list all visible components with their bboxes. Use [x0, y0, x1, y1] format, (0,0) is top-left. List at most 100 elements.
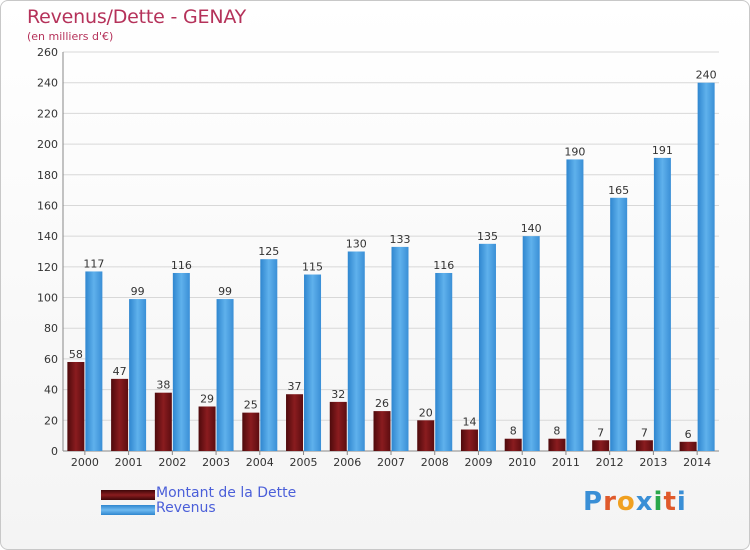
- bar-dette: [635, 440, 653, 451]
- data-label: 190: [564, 145, 585, 158]
- x-tick-label: 2004: [246, 456, 274, 469]
- x-tick-label: 2002: [158, 456, 186, 469]
- bar-revenus: [172, 272, 190, 451]
- data-label: 130: [346, 238, 367, 251]
- legend-swatch-dette: [101, 490, 155, 500]
- data-label: 115: [302, 261, 323, 274]
- data-label: 8: [510, 425, 517, 438]
- data-label: 191: [652, 144, 673, 157]
- data-label: 140: [521, 222, 542, 235]
- bar-dette: [373, 411, 391, 451]
- chart-title: Revenus/Dette - GENAY: [27, 6, 247, 28]
- y-tick-label: 80: [44, 322, 58, 335]
- data-label: 25: [244, 399, 258, 412]
- bar-revenus: [697, 82, 715, 451]
- bar-revenus: [129, 299, 147, 451]
- y-tick-label: 20: [44, 414, 58, 427]
- bar-revenus: [566, 159, 584, 451]
- bar-revenus: [610, 197, 628, 451]
- x-tick-label: 2007: [377, 456, 405, 469]
- bar-dette: [111, 378, 129, 451]
- y-tick-label: 120: [37, 261, 58, 274]
- x-tick-label: 2011: [552, 456, 580, 469]
- legend-label-dette: Montant de la Dette: [156, 485, 297, 501]
- bar-dette: [286, 394, 304, 451]
- logo-letter: o: [616, 487, 636, 517]
- bar-dette: [329, 401, 347, 451]
- bar-dette: [417, 420, 435, 451]
- legend-swatch-revenus: [101, 505, 155, 515]
- data-label: 14: [462, 416, 476, 429]
- logo-letter: r: [603, 487, 617, 517]
- data-label: 165: [608, 184, 629, 197]
- x-tick-label: 2008: [421, 456, 449, 469]
- data-label: 47: [113, 365, 127, 378]
- bar-revenus: [522, 236, 540, 451]
- x-tick-label: 2010: [508, 456, 536, 469]
- logo-letter: t: [663, 487, 677, 517]
- y-tick-label: 220: [37, 107, 58, 120]
- bar-dette: [504, 438, 522, 451]
- data-label: 117: [83, 257, 104, 270]
- bar-dette: [67, 361, 85, 451]
- y-tick-label: 180: [37, 169, 58, 182]
- x-tick-label: 2006: [333, 456, 361, 469]
- data-label: 8: [553, 425, 560, 438]
- data-label: 37: [288, 380, 302, 393]
- x-tick-label: 2005: [290, 456, 318, 469]
- x-tick-label: 2003: [202, 456, 230, 469]
- bar-dette: [592, 440, 610, 451]
- legend-label-revenus: Revenus: [156, 500, 216, 516]
- y-tick-label: 40: [44, 384, 58, 397]
- data-label: 133: [390, 233, 411, 246]
- bar-revenus: [260, 259, 278, 451]
- bar-revenus: [347, 251, 365, 451]
- x-tick-label: 2009: [464, 456, 492, 469]
- bar-revenus: [216, 299, 234, 451]
- data-label: 20: [419, 406, 433, 419]
- data-label: 29: [200, 392, 214, 405]
- bar-revenus: [304, 274, 322, 451]
- chart-subtitle: (en milliers d'€): [27, 30, 114, 43]
- y-tick-label: 140: [37, 230, 58, 243]
- data-label: 26: [375, 397, 389, 410]
- y-tick-label: 100: [37, 292, 58, 305]
- x-tick-label: 2014: [683, 456, 711, 469]
- bar-revenus: [391, 246, 409, 451]
- bar-dette: [242, 412, 260, 451]
- bar-dette: [198, 406, 216, 451]
- data-label: 135: [477, 230, 498, 243]
- x-tick-label: 2001: [115, 456, 143, 469]
- data-label: 38: [156, 379, 170, 392]
- y-tick-label: 160: [37, 199, 58, 212]
- bar-dette: [679, 441, 697, 451]
- logo-letter: i: [676, 487, 687, 517]
- data-label: 7: [597, 426, 604, 439]
- x-tick-label: 2012: [596, 456, 624, 469]
- logo-letter: i: [653, 487, 664, 517]
- bar-revenus: [478, 243, 496, 451]
- data-label: 6: [685, 428, 692, 441]
- bar-dette: [154, 392, 172, 451]
- proxiti-logo: Proxiti: [583, 487, 687, 517]
- y-tick-label: 240: [37, 77, 58, 90]
- data-label: 240: [696, 69, 717, 82]
- data-label: 116: [171, 259, 192, 272]
- logo-letter: x: [635, 487, 654, 517]
- bar-revenus: [435, 272, 453, 451]
- bar-revenus: [653, 157, 671, 451]
- bar-dette: [548, 438, 566, 451]
- data-label: 99: [218, 285, 232, 298]
- data-label: 125: [258, 245, 279, 258]
- logo-letter: P: [583, 487, 604, 517]
- y-tick-label: 0: [51, 445, 58, 458]
- y-tick-label: 260: [37, 46, 58, 59]
- data-label: 7: [641, 426, 648, 439]
- bar-dette: [460, 429, 478, 451]
- y-tick-label: 60: [44, 353, 58, 366]
- x-tick-label: 2000: [71, 456, 99, 469]
- x-tick-label: 2013: [639, 456, 667, 469]
- data-label: 32: [331, 388, 345, 401]
